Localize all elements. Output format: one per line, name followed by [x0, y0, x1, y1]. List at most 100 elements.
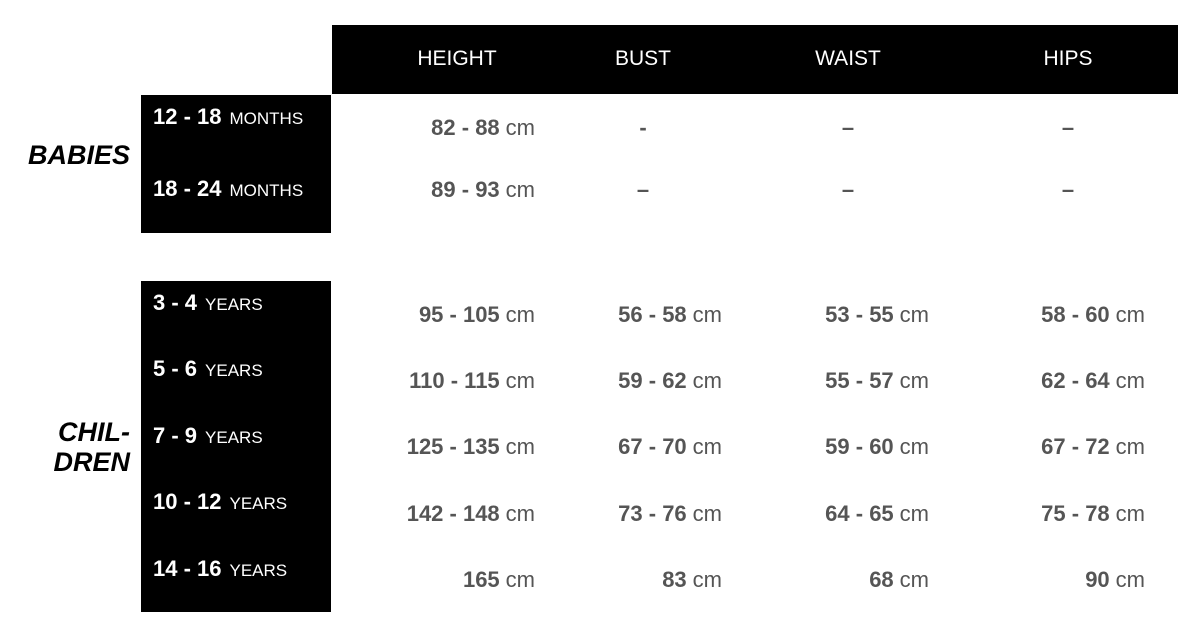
- age-unit: YEARS: [229, 494, 288, 513]
- measurement-value: 73 - 76: [618, 501, 687, 526]
- measurement: 64 - 65 cm: [825, 501, 929, 527]
- row-label: 3 - 4 YEARS: [153, 290, 263, 316]
- measurement: –: [842, 115, 854, 141]
- measurement: 53 - 55 cm: [825, 302, 929, 328]
- measurement-value: -: [639, 115, 647, 140]
- measurement: 75 - 78 cm: [1041, 501, 1145, 527]
- age-unit: YEARS: [205, 361, 263, 380]
- measurement-value: 83: [662, 567, 687, 592]
- age-range: 12 - 18: [153, 104, 222, 129]
- measurement-value: 55 - 57: [825, 368, 894, 393]
- measurement: 95 - 105 cm: [419, 302, 535, 328]
- measurement-value: –: [1061, 115, 1075, 140]
- measurement-value: 59 - 60: [825, 434, 894, 459]
- measurement-unit: cm: [505, 115, 535, 140]
- measurement: –: [1062, 177, 1074, 203]
- measurement-value: 64 - 65: [825, 501, 894, 526]
- age-unit: YEARS: [205, 295, 263, 314]
- age-range: 10 - 12: [153, 489, 222, 514]
- measurement-value: 56 - 58: [618, 302, 687, 327]
- measurement: 62 - 64 cm: [1041, 368, 1145, 394]
- measurement-unit: cm: [899, 368, 929, 393]
- measurement-value: 82 - 88: [431, 115, 500, 140]
- measurement-unit: cm: [505, 501, 535, 526]
- measurement: 90 cm: [1085, 567, 1145, 593]
- label-block: [141, 95, 331, 233]
- measurement-value: 110 - 115: [409, 368, 500, 393]
- group-label-line: CHIL-: [58, 417, 130, 447]
- age-range: 14 - 16: [153, 556, 222, 581]
- label-block: [141, 281, 331, 612]
- measurement: 56 - 58 cm: [618, 302, 722, 328]
- measurement-value: 68: [869, 567, 894, 592]
- measurement-value: 67 - 70: [618, 434, 687, 459]
- measurement-unit: cm: [1115, 567, 1145, 592]
- measurement-unit: cm: [899, 302, 929, 327]
- measurement-unit: cm: [899, 567, 929, 592]
- measurement-value: 95 - 105: [418, 302, 500, 327]
- measurement: 59 - 62 cm: [618, 368, 722, 394]
- measurement-unit: cm: [692, 501, 722, 526]
- age-unit: MONTHS: [229, 181, 304, 200]
- measurement-unit: cm: [505, 177, 535, 202]
- measurement: -: [639, 115, 646, 141]
- row-label: 18 - 24 MONTHS: [153, 176, 303, 202]
- column-header: BUST: [614, 47, 672, 70]
- measurement-unit: cm: [692, 567, 722, 592]
- measurement-unit: cm: [505, 567, 535, 592]
- measurement-unit: cm: [1115, 434, 1145, 459]
- measurement: 110 - 115 cm: [409, 368, 535, 394]
- measurement-unit: cm: [505, 302, 535, 327]
- age-unit: MONTHS: [229, 109, 304, 128]
- measurement-value: 75 - 78: [1041, 501, 1110, 526]
- measurement-value: 62 - 64: [1041, 368, 1110, 393]
- measurement-unit: cm: [899, 501, 929, 526]
- measurement-value: –: [841, 115, 855, 140]
- age-range: 7 - 9: [153, 423, 198, 448]
- measurement: 67 - 70 cm: [618, 434, 722, 460]
- measurement: 73 - 76 cm: [618, 501, 722, 527]
- measurement: 59 - 60 cm: [825, 434, 929, 460]
- measurement-unit: cm: [692, 368, 722, 393]
- age-unit: YEARS: [205, 428, 263, 447]
- age-range: 3 - 4: [153, 290, 198, 315]
- column-header: WAIST: [815, 47, 881, 70]
- measurement-value: 58 - 60: [1041, 302, 1110, 327]
- measurement: 67 - 72 cm: [1041, 434, 1145, 460]
- row-label: 10 - 12 YEARS: [153, 489, 287, 515]
- measurement-unit: cm: [692, 434, 722, 459]
- measurement-value: 125 - 135: [406, 434, 500, 459]
- measurement-unit: cm: [899, 434, 929, 459]
- measurement: 89 - 93 cm: [431, 177, 535, 203]
- row-label: 7 - 9 YEARS: [153, 423, 263, 449]
- group-label-line: BABIES: [27, 140, 130, 170]
- row-label: 14 - 16 YEARS: [153, 556, 287, 582]
- measurement: 125 - 135 cm: [407, 434, 535, 460]
- column-header: HEIGHT: [417, 47, 497, 70]
- measurement-unit: cm: [1115, 302, 1145, 327]
- measurement-value: 165: [462, 567, 500, 592]
- group-label: BABIES: [28, 140, 130, 170]
- measurement-value: –: [636, 177, 650, 202]
- measurement-value: –: [841, 177, 855, 202]
- header-bar: [332, 25, 1178, 94]
- row-label: 12 - 18 MONTHS: [153, 104, 303, 130]
- group-label-line: DREN: [53, 447, 130, 477]
- measurement-unit: cm: [505, 434, 535, 459]
- measurement: –: [1062, 115, 1074, 141]
- measurement: 82 - 88 cm: [431, 115, 535, 141]
- measurement-value: 90: [1085, 567, 1110, 592]
- measurement-value: 67 - 72: [1041, 434, 1110, 459]
- measurement: –: [842, 177, 854, 203]
- measurement-unit: cm: [692, 302, 722, 327]
- age-unit: YEARS: [229, 561, 288, 580]
- measurement: 142 - 148 cm: [407, 501, 535, 527]
- measurement: 83 cm: [662, 567, 722, 593]
- measurement-value: 59 - 62: [618, 368, 687, 393]
- measurement: 68 cm: [869, 567, 929, 593]
- row-label: 5 - 6 YEARS: [153, 356, 263, 382]
- group-label: CHIL- DREN: [53, 417, 130, 477]
- measurement-unit: cm: [1115, 368, 1145, 393]
- age-range: 5 - 6: [153, 356, 198, 381]
